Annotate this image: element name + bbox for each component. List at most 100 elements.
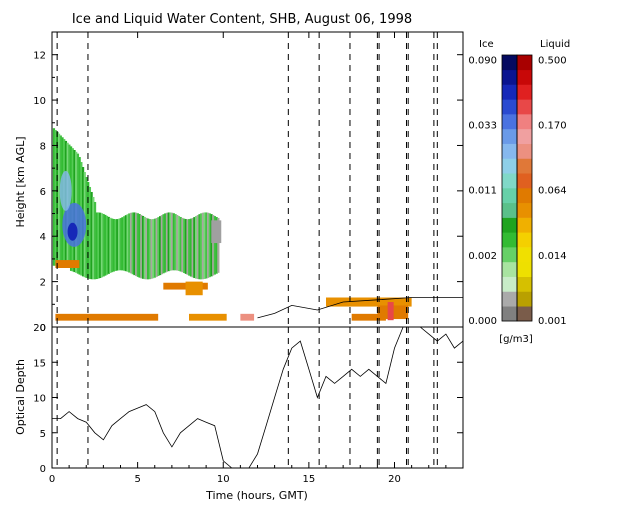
ice-cloud-column: [93, 201, 97, 280]
colorbar-liquid-swatch: [517, 158, 532, 174]
ice-cloud-column: [194, 216, 198, 279]
colorbar-liquid-tick-label: 0.064: [538, 186, 567, 197]
colorbar-liquid-swatch: [517, 306, 532, 322]
ice-cloud-column: [188, 219, 191, 276]
dashed-time-markers-top: [56, 32, 438, 327]
optical-depth-tick-label: 20: [33, 323, 46, 334]
time-tick-label: 10: [217, 474, 230, 485]
ice-cloud-column: [92, 196, 95, 280]
ice-cloud-column: [107, 216, 110, 274]
ice-cloud-column: [102, 213, 105, 277]
time-tick-label: 15: [303, 474, 316, 485]
height-tick-label: 12: [33, 51, 46, 62]
colorbar-ice-swatch: [502, 232, 517, 248]
ice-cloud-column: [177, 216, 181, 271]
ice-cloud-column: [160, 215, 163, 275]
height-tick-label: 10: [33, 96, 46, 107]
colorbar-ice-swatch: [502, 69, 517, 85]
cloud-base-line: [257, 297, 463, 319]
ice-cloud-column: [174, 214, 177, 271]
ice-cloud-column: [179, 217, 182, 272]
ice-cloud-column: [105, 215, 109, 275]
optical-depth-line: [52, 326, 464, 469]
ice-cloud-column: [148, 219, 151, 280]
ice-cloud-column: [203, 212, 206, 279]
height-tick-label: 0: [40, 323, 46, 334]
ice-cloud-column: [123, 216, 126, 271]
colorbar-ice-swatch: [502, 217, 517, 233]
liquid-cloud-layer: [189, 313, 227, 321]
colorbar-liquid-swatch: [517, 291, 532, 307]
ice-cloud-column: [145, 217, 148, 280]
colorbar-ice-tick-label: 0.002: [468, 251, 497, 262]
ice-cloud-column: [104, 214, 107, 276]
colorbar-ice-swatches: [502, 55, 517, 322]
time-tick-label: 20: [388, 474, 401, 485]
ice-cloud-column: [162, 214, 165, 274]
ice-cloud-column: [52, 128, 56, 266]
ice-cloud-column: [150, 219, 153, 279]
ice-cloud-column: [121, 217, 124, 271]
height-panel: 0 2 4 6 8 10 12 Height [km AGL]: [14, 31, 464, 334]
chart-title: Ice and Liquid Water Content, SHB, Augus…: [72, 12, 412, 27]
ice-cloud-column: [131, 212, 134, 275]
colorbar-liquid-swatch: [517, 143, 532, 159]
colorbar-ice-swatch: [502, 247, 517, 263]
ice-cloud-fragment: [211, 220, 222, 244]
height-tick-label: 8: [40, 141, 46, 152]
ice-cloud-column: [169, 212, 172, 271]
ice-cloud-column: [208, 213, 211, 278]
ice-cloud-column: [159, 216, 162, 276]
colorbar-ice-ticks: 0.000 0.002 0.011 0.033 0.090: [468, 55, 497, 327]
ice-cloud-column: [90, 191, 93, 280]
colorbar-liquid-frame: [516, 54, 533, 322]
colorbar-liquid-swatch: [517, 173, 532, 189]
ice-cloud-column: [217, 217, 220, 273]
colorbar-liquid-swatch: [517, 128, 532, 144]
colorbar-liquid-tick-label: 0.014: [538, 251, 567, 262]
time-tick-label: 0: [49, 474, 55, 485]
ice-cloud-column: [140, 214, 143, 279]
colorbar-ice-swatch: [502, 276, 517, 292]
colorbar-liquid-tick-label: 0.001: [538, 316, 567, 327]
ice-cloud-column: [212, 215, 215, 276]
ice-cloud-column: [184, 219, 187, 274]
colorbar-ice-swatch: [502, 158, 517, 174]
colorbar-liquid-swatch: [517, 84, 532, 100]
ice-cloud-column: [114, 219, 117, 271]
optical-depth-tick-label: 5: [40, 429, 46, 440]
ice-cloud-column: [157, 217, 160, 277]
colorbar-ice-swatch: [502, 291, 517, 307]
colorbar-units: [g/m3]: [499, 334, 533, 345]
colorbar-ice-swatch: [502, 128, 517, 144]
ice-cloud-column: [88, 186, 92, 279]
colorbar-ice-tick-label: 0.011: [468, 186, 497, 197]
colorbar-liquid-label: Liquid: [540, 39, 570, 50]
ice-cloud-core-dense: [67, 222, 78, 241]
ice-cloud-column: [181, 217, 184, 273]
liquid-cloud-layer: [185, 281, 203, 296]
optical-depth-tick-label: 0: [40, 464, 46, 475]
time-axis-label: Time (hours, GMT): [205, 489, 308, 502]
ice-cloud-column: [124, 215, 127, 272]
ice-cloud-column: [176, 214, 179, 271]
colorbar-liquid-swatch: [517, 188, 532, 204]
ice-cloud-column: [147, 218, 150, 280]
ice-cloud-column: [201, 212, 205, 280]
ice-cloud-column: [143, 216, 146, 280]
colorbar-liquid-swatch: [517, 69, 532, 85]
colorbar-ice-swatch: [502, 261, 517, 277]
ice-cloud-column: [111, 218, 114, 273]
time-x-ticks: 0 5 10 15 20: [49, 32, 447, 485]
height-axis-label: Height [km AGL]: [14, 136, 27, 227]
colorbar-ice-swatch: [502, 306, 517, 322]
colorbar-liquid-swatch: [517, 232, 532, 248]
ice-cloud-column: [117, 218, 121, 271]
colorbar-ice-swatch: [502, 173, 517, 189]
colorbar-ice-tick-label: 0.033: [468, 120, 497, 131]
ice-cloud-column: [95, 212, 98, 280]
liquid-cloud-layer: [326, 297, 412, 307]
colorbar-ice-swatch: [502, 143, 517, 159]
ice-cloud-band: [59, 170, 72, 211]
ice-cloud-column: [172, 213, 175, 271]
